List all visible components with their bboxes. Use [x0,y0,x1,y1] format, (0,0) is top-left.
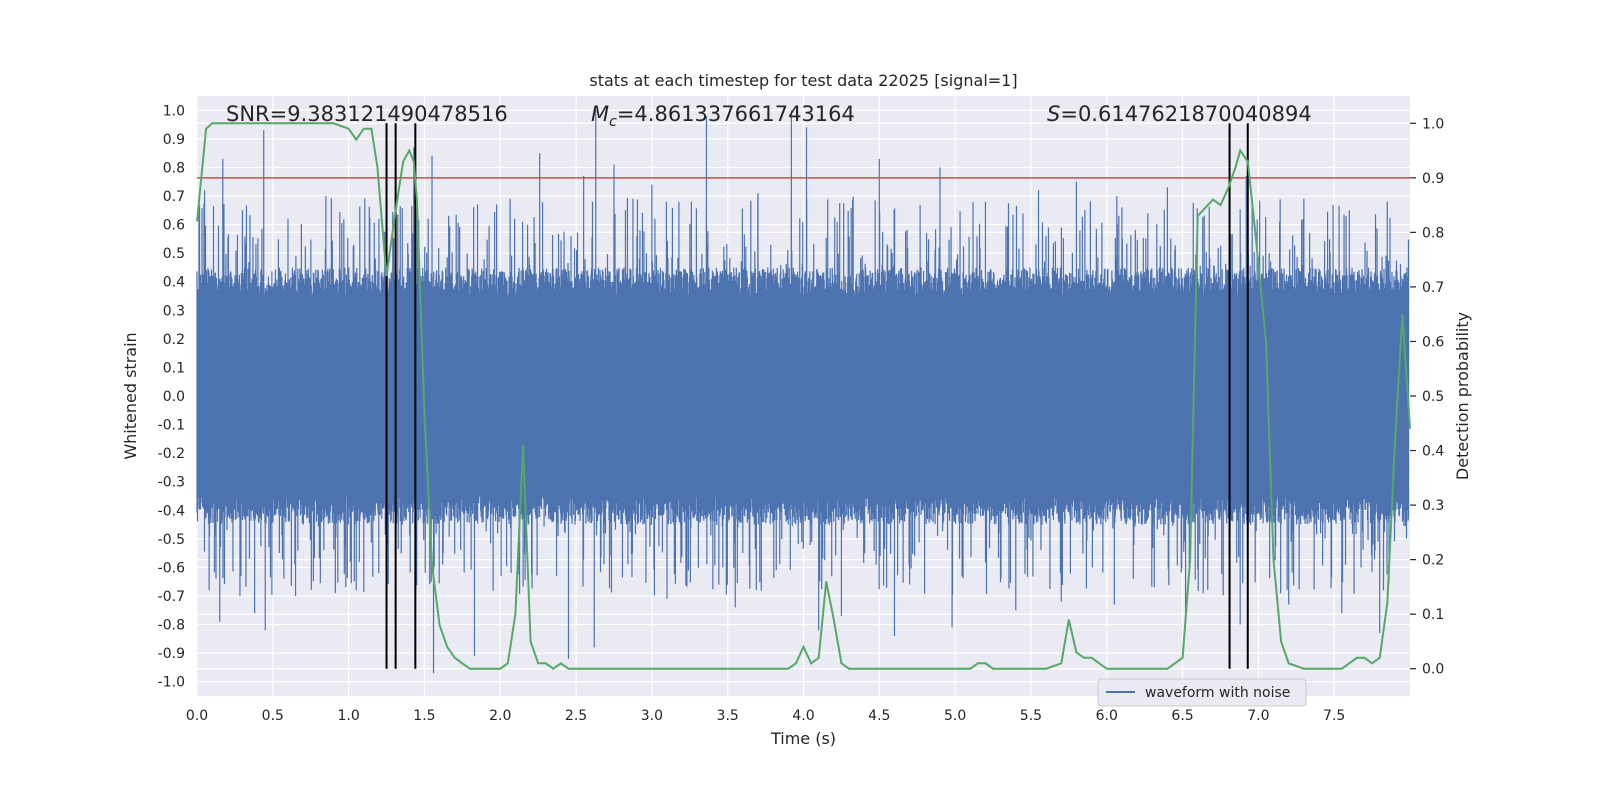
y-tick-label-right: 0.8 [1422,225,1444,241]
y-tick-label-left: -0.4 [158,503,185,519]
annotation-chirp-mass-symbol: M [591,102,609,126]
y-tick-label-left: -0.3 [158,475,185,491]
y-tick-label-left: -0.6 [158,560,185,576]
annotation-chirp-mass-subscript: c [609,114,617,130]
y-tick-label-left: -0.7 [158,589,185,605]
legend-box [1097,678,1307,707]
y-tick-label-left: 0.0 [163,389,185,405]
y-tick-label-right: 0.9 [1422,171,1444,187]
y-tick-label-right: 0.2 [1422,553,1444,569]
x-tick-label: 3.5 [717,708,739,724]
legend-label-waveform: waveform with noise [1145,685,1290,701]
x-tick-label: 2.0 [489,708,511,724]
y-tick-label-right: 0.3 [1422,498,1444,514]
x-tick-label: 6.5 [1171,708,1193,724]
detection-probability-line [196,122,1411,670]
y-tick-label-left: 0.7 [163,189,185,205]
y-tick-label-left: 0.8 [163,160,185,176]
x-tick-label: 0.5 [262,708,284,724]
y-tick-label-left: 0.3 [163,303,185,319]
y-tick-label-right: 0.0 [1422,662,1444,678]
x-tick-label: 3.0 [641,708,663,724]
x-tick-label: 1.5 [413,708,435,724]
y-tick-label-right: 0.6 [1422,334,1444,350]
y-tick-label-left: 0.6 [163,218,185,234]
y-tick-label-right: 0.5 [1422,389,1444,405]
y-tick-label-right: 1.0 [1422,116,1444,132]
y-axis-label-left: Whitened strain [121,332,140,459]
y-tick-label-left: 0.1 [163,360,185,376]
x-tick-label: 6.0 [1096,708,1118,724]
y-tick-label-left: 1.0 [163,103,185,119]
y-tick-label-right: 0.7 [1422,280,1444,296]
y-tick-label-left: -1.0 [158,675,185,691]
y-tick-label-left: -0.5 [158,532,185,548]
y-tick-label-left: 0.2 [163,332,185,348]
x-tick-label: 1.0 [337,708,359,724]
y-tick-label-right: 0.4 [1422,444,1444,460]
waveform-series [196,110,1410,674]
y-tick-label-left: -0.2 [158,446,185,462]
x-tick-label: 4.5 [868,708,890,724]
y-tick-label-left: -0.8 [158,618,185,634]
y-tick-label-left: -0.9 [158,646,185,662]
annotation-snr: SNR=9.383121490478516 [226,102,508,126]
x-tick-label: 2.5 [565,708,587,724]
axes: 0.0 0.5 1.0 1.5 2.0 2.5 3.0 3.5 4.0 4.5 5.0 5.5 6.0 6… [158,103,1445,724]
y-tick-label-left: -0.1 [158,418,185,434]
annotation-s-value: =0.6147621870040894 [1060,102,1311,126]
x-tick-label: 5.0 [944,708,966,724]
annotation-s: S=0.6147621870040894 [1047,102,1312,126]
y-tick-label-left: 0.5 [163,246,185,262]
y-tick-label-left: 0.9 [163,132,185,148]
legend: waveform with noise [1097,678,1307,707]
y-axis-label-right: Detection probability [1453,312,1472,480]
annotation-s-symbol: S [1047,102,1060,126]
x-tick-label: 4.0 [792,708,814,724]
y-tick-label-left: 0.4 [163,275,185,291]
chart-title: stats at each timestep for test data 220… [589,71,1017,90]
x-tick-label: 7.0 [1247,708,1269,724]
y-tick-label-right: 0.1 [1422,607,1444,623]
x-tick-label: 7.5 [1323,708,1345,724]
annotation-chirp-mass-value: =4.861337661743164 [617,102,855,126]
waveform-with-noise-line [196,110,1410,674]
x-axis-label: Time (s) [770,729,836,748]
x-tick-label: 0.0 [186,708,208,724]
x-tick-label: 5.5 [1020,708,1042,724]
probability-series-group [196,122,1411,670]
annotation-chirp-mass: Mc=4.861337661743164 [591,102,855,130]
